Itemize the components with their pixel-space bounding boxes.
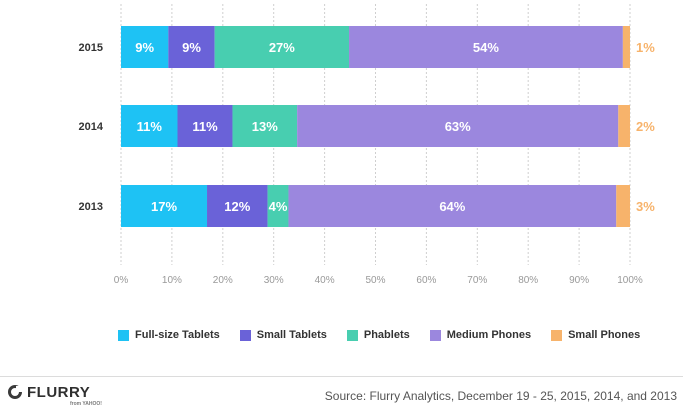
bar-segment: [349, 26, 623, 68]
data-label: 11%: [192, 119, 218, 134]
legend-item: Full-size Tablets: [118, 329, 220, 341]
bar-segment: [121, 185, 208, 227]
x-tick-label: 90%: [569, 275, 589, 286]
legend-swatch: [551, 329, 563, 341]
y-category-label: 2014: [79, 121, 104, 133]
x-tick-label: 30%: [264, 275, 284, 286]
data-label: 9%: [135, 40, 154, 55]
data-label: 54%: [473, 40, 499, 55]
data-label: 11%: [137, 119, 163, 134]
legend-item: Phablets: [346, 329, 410, 341]
y-category-label: 2013: [79, 201, 103, 213]
data-label: 9%: [182, 40, 201, 55]
data-label: 3%: [636, 199, 655, 214]
data-label: 27%: [269, 40, 295, 55]
x-tick-label: 20%: [213, 275, 233, 286]
legend-item: Small Tablets: [239, 329, 327, 341]
bar-segment: [168, 26, 215, 68]
bar-segment: [267, 185, 289, 227]
legend-swatch: [346, 329, 358, 341]
data-label: 63%: [445, 119, 471, 134]
data-label: 13%: [252, 119, 278, 134]
data-label: 12%: [224, 199, 250, 214]
legend-label: Small Phones: [568, 329, 641, 341]
y-category-label: 2015: [79, 42, 103, 54]
legend-label: Small Tablets: [256, 329, 327, 341]
legend-item: Medium Phones: [429, 329, 532, 341]
legend-label: Medium Phones: [446, 329, 532, 341]
bar-segment: [232, 105, 298, 147]
x-tick-label: 10%: [162, 275, 182, 286]
data-label: 17%: [151, 199, 177, 214]
bar-segment: [207, 185, 268, 227]
x-tick-label: 60%: [416, 275, 436, 286]
logo-text: FLURRY: [27, 384, 91, 401]
bar-segment: [297, 105, 619, 147]
bar-segment: [177, 105, 233, 147]
data-label: 4%: [269, 199, 288, 214]
bar-segment: [622, 26, 630, 68]
legend-label: Phablets: [363, 329, 410, 341]
x-tick-label: 50%: [365, 275, 385, 286]
bar-segment: [121, 26, 169, 68]
x-tick-label: 100%: [617, 275, 643, 286]
x-tick-label: 80%: [518, 275, 538, 286]
x-tick-label: 0%: [114, 275, 129, 286]
bar-segment: [214, 26, 350, 68]
bar-segment: [616, 185, 630, 227]
x-tick-label: 40%: [315, 275, 335, 286]
data-label: 1%: [636, 40, 655, 55]
bar-segment: [288, 185, 617, 227]
legend-label: Full-size Tablets: [135, 329, 220, 341]
bar-segment: [121, 105, 178, 147]
legend-swatch: [118, 329, 129, 341]
footer-divider: [0, 376, 683, 377]
legend: Full-size Tablets Small Tablets Phablets Me…: [118, 327, 678, 343]
data-label: 64%: [439, 199, 465, 214]
bar-segment: [618, 105, 630, 147]
logo-subtext: from YAHOO!: [70, 401, 102, 407]
flurry-logo: FLURRY from YAHOO!: [8, 384, 128, 407]
legend-item: Small Phones: [551, 329, 640, 341]
legend-swatch: [239, 329, 251, 341]
x-tick-label: 70%: [467, 275, 487, 286]
data-label: 2%: [636, 119, 655, 134]
stacked-bar-chart: 0% 10% 20% 30% 40% 50% 60% 70% 80% 90% 100% 2015 9% 9…: [79, 4, 655, 286]
source-caption: Source: Flurry Analytics, December 19 - …: [324, 389, 677, 403]
flurry-logo-icon: [8, 385, 23, 399]
legend-swatch: [429, 329, 441, 341]
